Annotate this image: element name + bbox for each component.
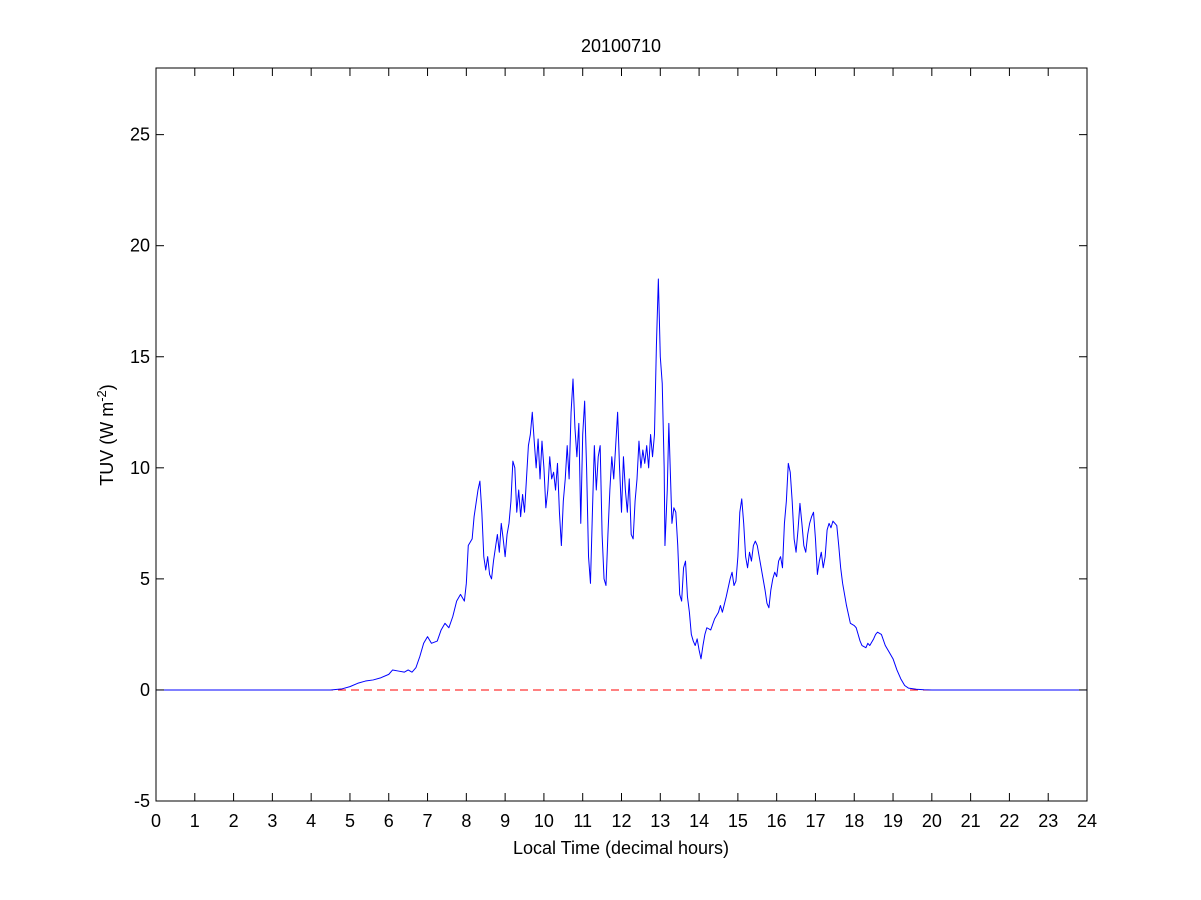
x-tick-label: 7 [423, 811, 433, 831]
x-tick-label: 20 [922, 811, 942, 831]
y-axis-title-close: ) [97, 384, 117, 390]
y-tick-label: 25 [130, 125, 150, 145]
x-tick-label: 22 [999, 811, 1019, 831]
x-tick-label: 24 [1077, 811, 1097, 831]
x-tick-label: 8 [461, 811, 471, 831]
plot-area [155, 67, 1088, 802]
x-tick-label: 15 [728, 811, 748, 831]
x-tick-label: 10 [534, 811, 554, 831]
y-axis-title-sup: -2 [94, 390, 109, 402]
y-tick-label: 20 [130, 236, 150, 256]
axis-ticks [155, 68, 1088, 802]
tick-labels: 0 1 2 3 4 5 6 7 8 9 10 11 12 13 14 15 16 17 18 19 20 21 22 23 24… [130, 125, 1097, 831]
y-tick-label: 0 [140, 680, 150, 700]
x-tick-label: 6 [384, 811, 394, 831]
x-tick-label: 11 [573, 811, 592, 831]
x-tick-label: 16 [767, 811, 787, 831]
x-tick-label: 0 [151, 811, 161, 831]
y-axis-title: TUV (W m-2) [94, 384, 117, 486]
x-tick-label: 21 [961, 811, 981, 831]
x-tick-label: 14 [689, 811, 709, 831]
x-tick-label: 3 [267, 811, 277, 831]
x-tick-label: 18 [844, 811, 864, 831]
x-tick-label: 1 [190, 811, 200, 831]
x-tick-label: 2 [229, 811, 239, 831]
x-tick-label: 23 [1038, 811, 1058, 831]
x-tick-label: 19 [883, 811, 903, 831]
y-tick-label: -5 [134, 791, 150, 811]
y-axis-title-main: TUV (W m [97, 402, 117, 486]
y-tick-label: 15 [130, 347, 150, 367]
x-tick-label: 5 [345, 811, 355, 831]
x-tick-label: 17 [805, 811, 825, 831]
chart-title: 20100710 [581, 36, 661, 56]
y-tick-label: 5 [140, 569, 150, 589]
x-tick-label: 13 [650, 811, 670, 831]
x-tick-label: 9 [500, 811, 510, 831]
x-tick-label: 4 [306, 811, 316, 831]
x-axis-title: Local Time (decimal hours) [513, 838, 729, 858]
tuv-series-line [156, 278, 1087, 691]
axes-box [155, 67, 1088, 802]
x-tick-label: 12 [611, 811, 631, 831]
y-tick-label: 10 [130, 458, 150, 478]
